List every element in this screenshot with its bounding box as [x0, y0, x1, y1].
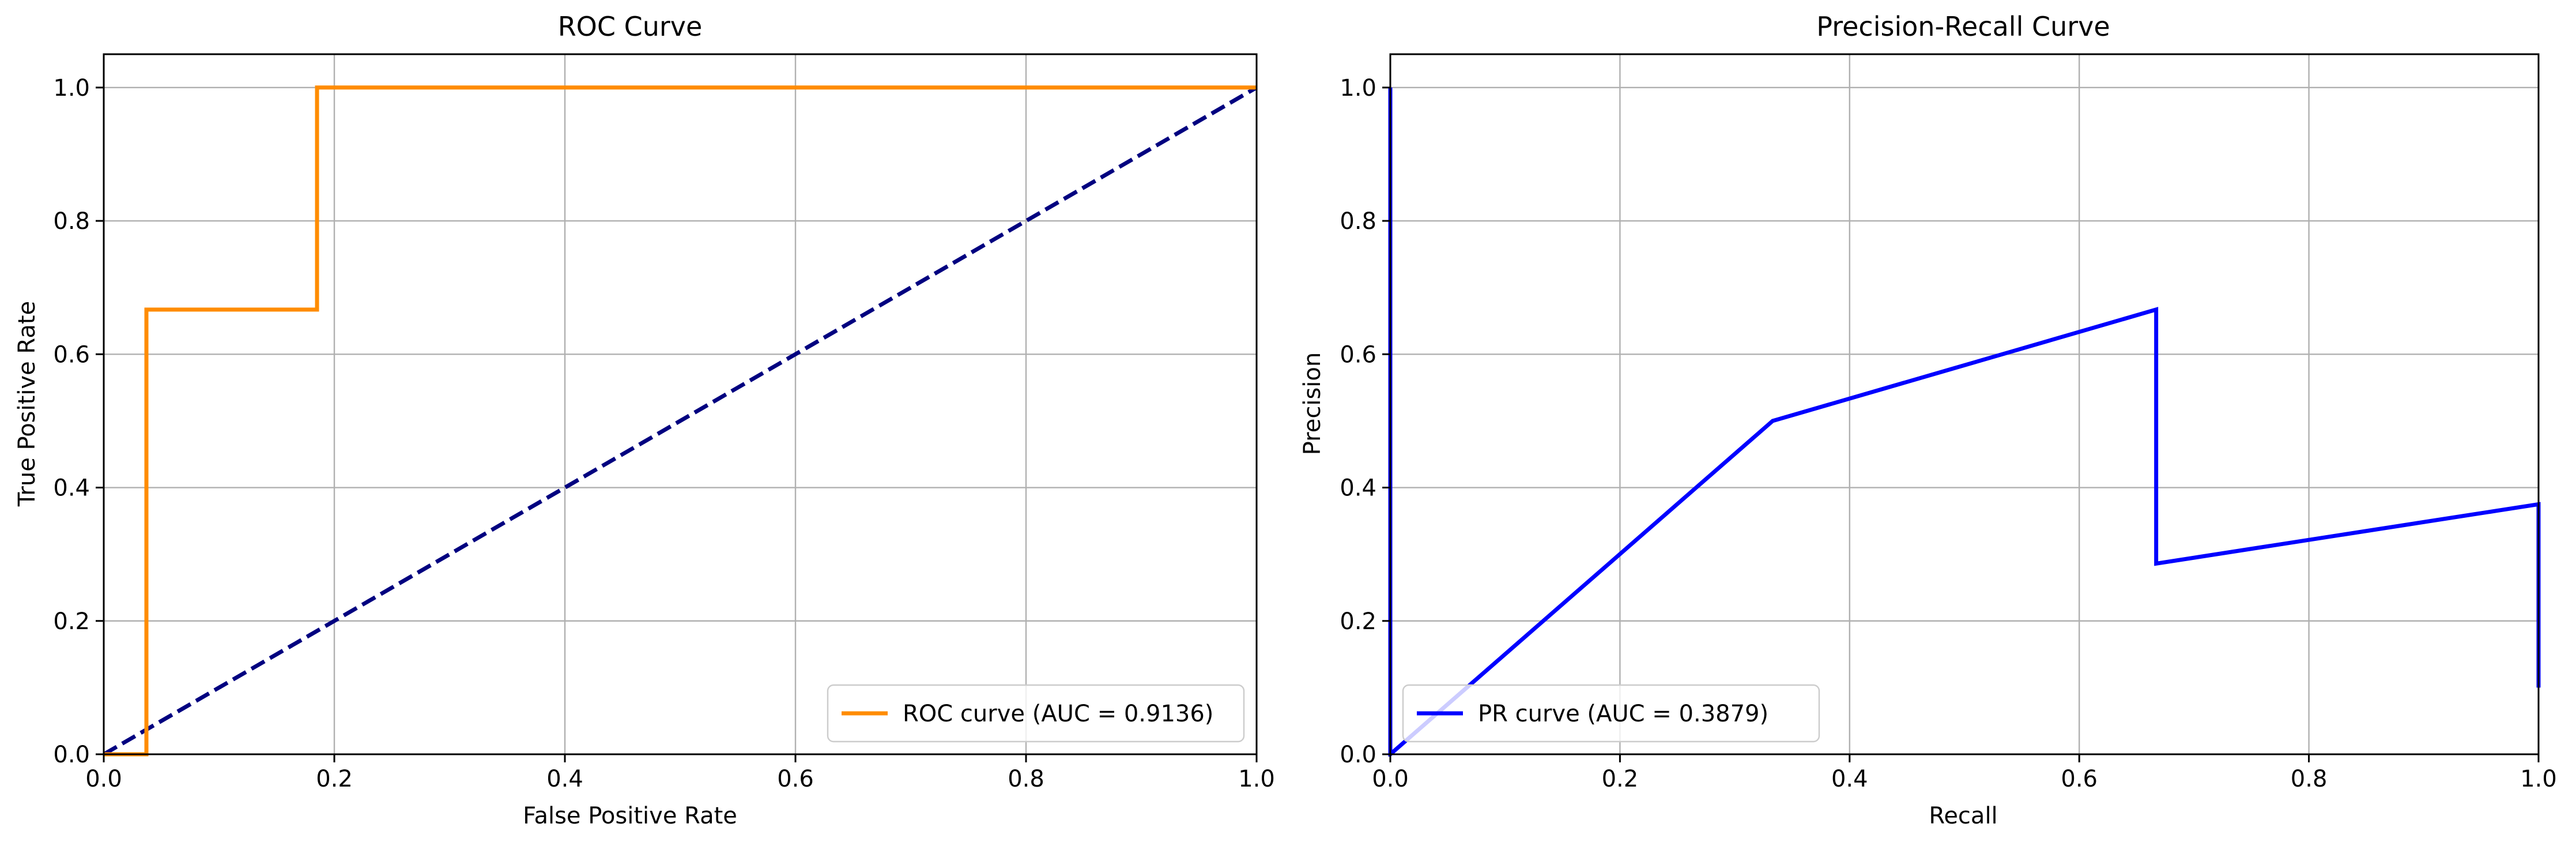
- pr-axes-frame: [1389, 53, 2540, 755]
- roc-x-tick-label-1: 0.2: [316, 766, 353, 792]
- pr-x-tick-label-2: 0.4: [1831, 766, 1868, 792]
- roc-legend-box: [827, 684, 1245, 743]
- roc-x-tick-label-0: 0.0: [85, 766, 122, 792]
- pr-chart-title: Precision-Recall Curve: [1816, 11, 2110, 42]
- roc-x-tick-label-3: 0.6: [777, 766, 814, 792]
- pr-y-tick-label-2: 0.4: [1340, 475, 1376, 502]
- roc-y-tick-label-1: 0.2: [53, 608, 90, 635]
- pr-y-tick-label-4: 0.8: [1340, 208, 1376, 235]
- roc-x-tick-label-2: 0.4: [546, 766, 583, 792]
- roc-x-tick-label-4: 0.8: [1008, 766, 1044, 792]
- pr-y-tick-label-0: 0.0: [1340, 742, 1376, 768]
- roc-y-tick-label-5: 1.0: [53, 75, 90, 101]
- roc-series-line-1: [103, 85, 1258, 757]
- pr-x-tick-label-0: 0.0: [1372, 766, 1409, 792]
- pr-legend-box: [1402, 684, 1820, 743]
- roc-y-axis-label: True Positive Rate: [14, 301, 40, 507]
- pr-x-tick-label-1: 0.2: [1602, 766, 1639, 792]
- roc-chart-panel: ROC Curve False Positive Rate True Posit…: [14, 11, 1275, 829]
- pr-legend: PR curve (AUC = 0.3879): [1402, 684, 1820, 743]
- pr-legend-label-0: PR curve (AUC = 0.3879): [1478, 701, 1768, 727]
- roc-y-tick-label-2: 0.4: [53, 475, 90, 502]
- pr-y-axis-label: Precision: [1299, 352, 1326, 455]
- pr-x-tick-label-5: 1.0: [2520, 766, 2557, 792]
- roc-legend-label-0: ROC curve (AUC = 0.9136): [903, 701, 1213, 727]
- roc-x-tick-label-5: 1.0: [1238, 766, 1275, 792]
- pr-x-tick-label-4: 0.8: [2291, 766, 2328, 792]
- roc-chart-title: ROC Curve: [558, 11, 703, 42]
- roc-y-tick-label-3: 0.6: [53, 341, 90, 368]
- roc-y-tick-label-4: 0.8: [53, 208, 90, 235]
- pr-chart-panel: Precision-Recall Curve Recall Precision …: [1299, 11, 2557, 829]
- roc-legend: ROC curve (AUC = 0.9136): [827, 684, 1245, 743]
- pr-y-tick-label-1: 0.2: [1340, 608, 1376, 635]
- pr-y-tick-label-3: 0.6: [1340, 341, 1376, 368]
- roc-y-tick-label-0: 0.0: [53, 742, 90, 768]
- pr-x-tick-label-3: 0.6: [2061, 766, 2098, 792]
- roc-x-axis-label: False Positive Rate: [523, 803, 737, 829]
- pr-y-tick-label-5: 1.0: [1340, 75, 1376, 101]
- roc-axes-frame: [103, 53, 1258, 755]
- pr-x-axis-label: Recall: [1929, 803, 1997, 829]
